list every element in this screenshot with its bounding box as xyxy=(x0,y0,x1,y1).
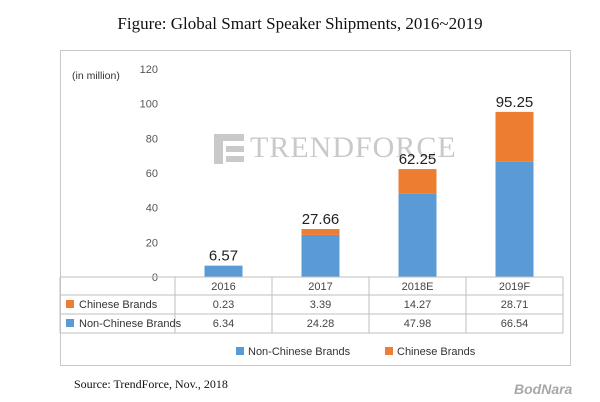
bar-chinese xyxy=(495,111,534,162)
table-legend-key xyxy=(66,300,74,308)
x-category-label: 2019F xyxy=(499,281,530,293)
table-value-cell: 28.71 xyxy=(501,299,529,311)
table-value-cell: 66.54 xyxy=(501,318,529,330)
total-value-label: 27.66 xyxy=(302,211,340,228)
bar-non-chinese xyxy=(398,193,437,277)
y-tick-label: 120 xyxy=(140,64,158,76)
table-value-cell: 6.34 xyxy=(213,318,234,330)
total-value-label: 6.57 xyxy=(209,248,238,265)
y-tick-label: 0 xyxy=(152,272,158,284)
x-category-label: 2016 xyxy=(211,281,235,293)
bar-non-chinese xyxy=(301,234,340,277)
figure-title: Figure: Global Smart Speaker Shipments, … xyxy=(117,14,483,33)
legend-key xyxy=(236,347,244,355)
trendforce-logo-icon xyxy=(214,134,244,164)
y-tick-label: 40 xyxy=(146,203,158,215)
x-category-label: 2017 xyxy=(308,281,332,293)
bar-non-chinese xyxy=(495,161,534,277)
legend-key xyxy=(385,347,393,355)
table-value-cell: 24.28 xyxy=(307,318,335,330)
source-note: Source: TrendForce, Nov., 2018 xyxy=(74,377,228,391)
y-tick-label: 100 xyxy=(140,99,158,111)
x-category-label: 2018E xyxy=(402,281,434,293)
bar-chinese xyxy=(398,169,437,194)
bodnara-logo: BodNara xyxy=(514,381,573,397)
chart-frame xyxy=(60,50,571,366)
y-tick-label: 20 xyxy=(146,237,158,249)
legend-label: Non-Chinese Brands xyxy=(248,346,351,358)
table-value-cell: 0.23 xyxy=(213,299,234,311)
total-value-label: 62.25 xyxy=(399,151,437,168)
y-tick-label: 80 xyxy=(146,133,158,145)
bar-chinese xyxy=(301,229,340,235)
table-value-cell: 14.27 xyxy=(404,299,432,311)
table-series-label: Chinese Brands xyxy=(79,299,158,311)
table-value-cell: 47.98 xyxy=(404,318,432,330)
legend-label: Chinese Brands xyxy=(397,346,476,358)
table-legend-key xyxy=(66,319,74,327)
y-tick-label: 60 xyxy=(146,168,158,180)
bar-non-chinese xyxy=(204,266,243,277)
y-unit-label: (in million) xyxy=(72,70,120,82)
table-series-label: Non-Chinese Brands xyxy=(79,318,182,330)
watermark-text: TRENDFORCE xyxy=(250,131,457,164)
total-value-label: 95.25 xyxy=(496,94,534,111)
trendforce-watermark: TRENDFORCE xyxy=(212,128,456,168)
table-value-cell: 3.39 xyxy=(310,299,331,311)
